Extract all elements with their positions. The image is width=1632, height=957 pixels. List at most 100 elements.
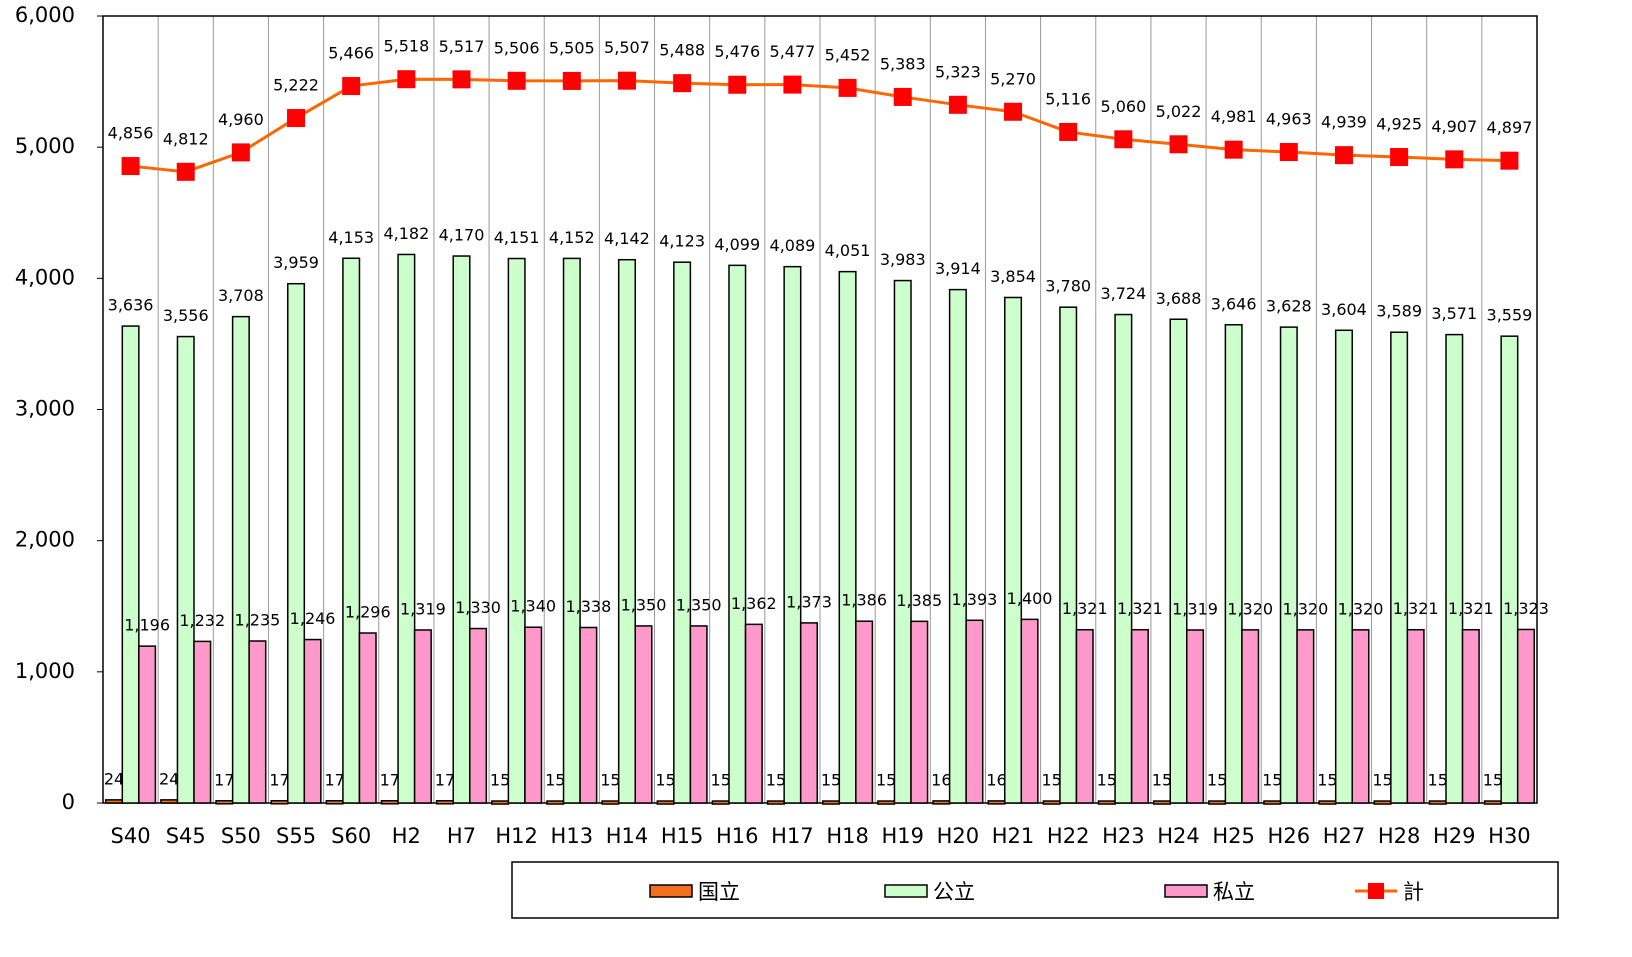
y-tick-label: 0 xyxy=(62,790,75,814)
data-label: 5,116 xyxy=(1045,89,1091,108)
data-label: 1,323 xyxy=(1503,599,1549,618)
data-label: 17 xyxy=(380,770,400,789)
x-tick-label: S60 xyxy=(331,824,371,848)
x-tick-label: H19 xyxy=(881,824,924,848)
line-marker xyxy=(176,162,195,181)
bar xyxy=(413,629,432,804)
x-tick-label: H2 xyxy=(392,824,421,848)
y-tick-label: 3,000 xyxy=(15,397,75,421)
x-tick-label: H28 xyxy=(1378,824,1421,848)
line-marker xyxy=(1390,148,1409,167)
data-label: 1,296 xyxy=(345,603,391,622)
bar xyxy=(838,270,857,804)
data-label: 17 xyxy=(435,770,455,789)
data-label: 5,383 xyxy=(880,54,926,73)
legend-label: 公立 xyxy=(933,880,975,904)
data-label: 15 xyxy=(711,771,731,790)
bar xyxy=(1208,800,1227,805)
bar xyxy=(1169,318,1188,804)
bar xyxy=(1500,335,1519,804)
bar xyxy=(965,619,984,804)
bar xyxy=(546,800,565,805)
line-marker xyxy=(617,71,636,90)
data-label: 3,914 xyxy=(935,259,981,278)
data-label: 15 xyxy=(490,771,510,790)
x-tick-label: H12 xyxy=(495,824,538,848)
bar xyxy=(948,288,967,804)
x-tick-label: S40 xyxy=(111,824,151,848)
data-label: 16 xyxy=(986,770,1006,789)
data-label: 1,319 xyxy=(400,599,446,618)
data-label: 1,393 xyxy=(952,590,998,609)
x-tick-label: H15 xyxy=(661,824,704,848)
data-label: 1,362 xyxy=(731,594,777,613)
data-label: 1,350 xyxy=(676,595,722,614)
bar xyxy=(893,279,912,804)
bar xyxy=(855,620,874,804)
bar xyxy=(744,623,763,804)
x-tick-label: S50 xyxy=(221,824,261,848)
x-tick-label: H18 xyxy=(826,824,869,848)
data-label: 1,321 xyxy=(1117,599,1163,618)
data-label: 3,724 xyxy=(1100,284,1146,303)
bar xyxy=(380,800,399,805)
bar xyxy=(766,800,785,805)
x-tick-label: H16 xyxy=(716,824,759,848)
data-label: 1,385 xyxy=(896,591,942,610)
data-label: 4,939 xyxy=(1321,113,1367,132)
data-label: 4,151 xyxy=(494,228,540,247)
line-marker xyxy=(838,78,857,97)
plot-border xyxy=(102,15,1538,804)
bar xyxy=(1445,333,1464,804)
data-label: 15 xyxy=(1262,771,1282,790)
line-marker xyxy=(342,77,361,96)
x-tick-label: H17 xyxy=(771,824,814,848)
data-label: 3,604 xyxy=(1321,300,1367,319)
data-label: 4,981 xyxy=(1211,107,1257,126)
legend-swatch xyxy=(1164,884,1208,898)
data-label: 5,507 xyxy=(604,38,650,57)
data-label: 15 xyxy=(876,771,896,790)
bar xyxy=(1186,629,1205,804)
data-label: 3,708 xyxy=(218,286,264,305)
bar xyxy=(358,632,377,804)
data-label: 1,320 xyxy=(1282,599,1328,618)
data-label: 15 xyxy=(766,771,786,790)
bar xyxy=(215,800,234,805)
x-tick-label: S45 xyxy=(166,824,206,848)
bar xyxy=(601,800,620,805)
data-label: 5,060 xyxy=(1100,97,1146,116)
line-marker xyxy=(287,109,306,128)
bar xyxy=(1351,629,1370,804)
data-label: 1,400 xyxy=(1007,589,1053,608)
data-label: 1,338 xyxy=(565,597,611,616)
data-label: 3,983 xyxy=(880,250,926,269)
legend-label: 国立 xyxy=(698,880,740,904)
bar xyxy=(1390,331,1409,804)
bar xyxy=(1428,800,1447,805)
x-tick-label: H25 xyxy=(1212,824,1255,848)
bar xyxy=(910,620,929,804)
bar xyxy=(562,257,581,804)
data-label: 3,556 xyxy=(163,306,209,325)
data-label: 4,051 xyxy=(825,241,871,260)
data-label: 5,323 xyxy=(935,62,981,81)
data-label: 4,856 xyxy=(108,124,154,143)
bar xyxy=(689,625,708,804)
line-marker xyxy=(673,74,692,93)
data-label: 5,505 xyxy=(549,38,595,57)
data-label: 4,089 xyxy=(770,236,816,255)
bar xyxy=(1020,618,1039,804)
data-label: 15 xyxy=(1317,771,1337,790)
data-label: 16 xyxy=(931,770,951,789)
bar xyxy=(1318,800,1337,805)
bar xyxy=(1516,628,1535,804)
bar xyxy=(325,800,344,805)
bar xyxy=(248,640,267,804)
data-label: 1,321 xyxy=(1062,599,1108,618)
line-marker xyxy=(1004,102,1023,121)
line-marker xyxy=(1224,140,1243,159)
x-tick-label: H23 xyxy=(1102,824,1145,848)
bar xyxy=(711,800,730,805)
data-label: 15 xyxy=(545,771,565,790)
